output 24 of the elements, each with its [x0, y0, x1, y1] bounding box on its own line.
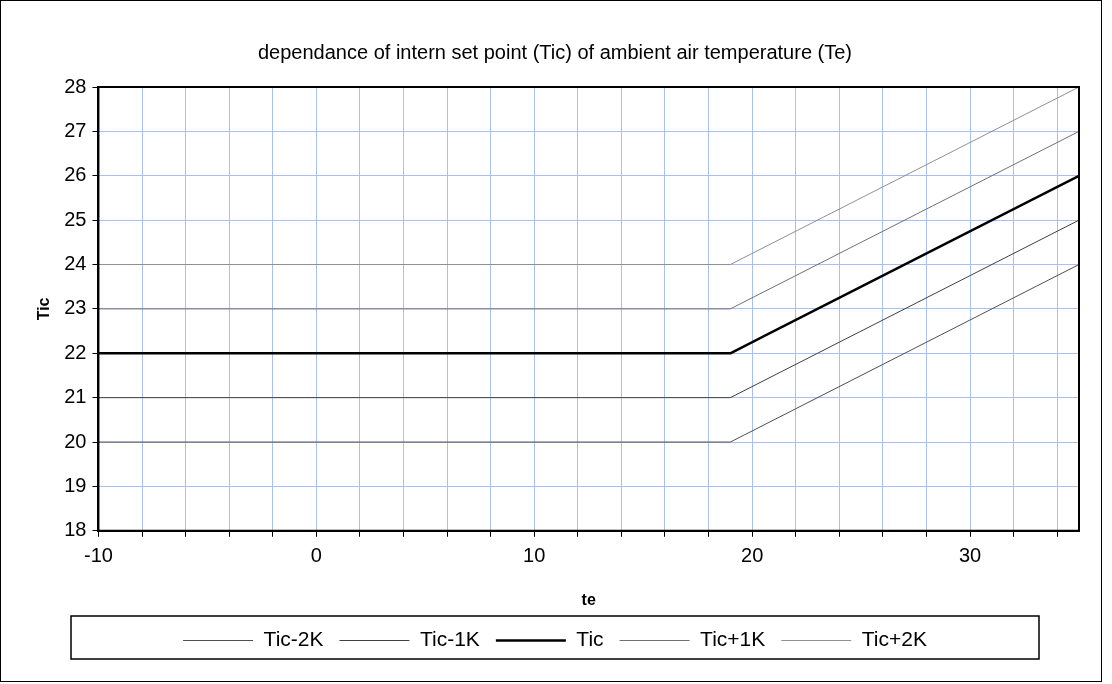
x-axis-title: te [581, 590, 596, 608]
legend-label: Tic+2K [861, 627, 927, 651]
y-axis-title: Tic [35, 297, 53, 321]
legend-label: Tic-1K [419, 627, 480, 651]
y-tick-label: 28 [64, 74, 87, 97]
y-tick-label: 18 [64, 518, 87, 541]
y-tick-label: 23 [64, 296, 87, 319]
x-tick-label: 10 [523, 544, 546, 567]
legend-label: Tic+1K [700, 627, 766, 651]
legend-label: Tic [576, 627, 604, 651]
y-tick-label: 26 [64, 163, 87, 186]
x-tick-label: 20 [741, 544, 764, 567]
x-tick-label: -10 [83, 544, 113, 567]
x-tick-label: 30 [958, 544, 982, 567]
y-tick-label: 20 [64, 429, 87, 452]
chart-title: dependance of intern set point (Tic) of ambient air temperature (Te) [257, 40, 853, 63]
y-tick-label: 24 [64, 252, 87, 275]
y-tick-label: 21 [64, 385, 87, 408]
y-tick-label: 25 [64, 207, 87, 230]
y-tick-label: 19 [64, 473, 87, 496]
y-tick-label: 27 [64, 118, 87, 141]
y-tick-label: 22 [64, 340, 87, 363]
x-tick-label: 0 [310, 544, 322, 567]
legend-label: Tic-2K [263, 627, 324, 651]
